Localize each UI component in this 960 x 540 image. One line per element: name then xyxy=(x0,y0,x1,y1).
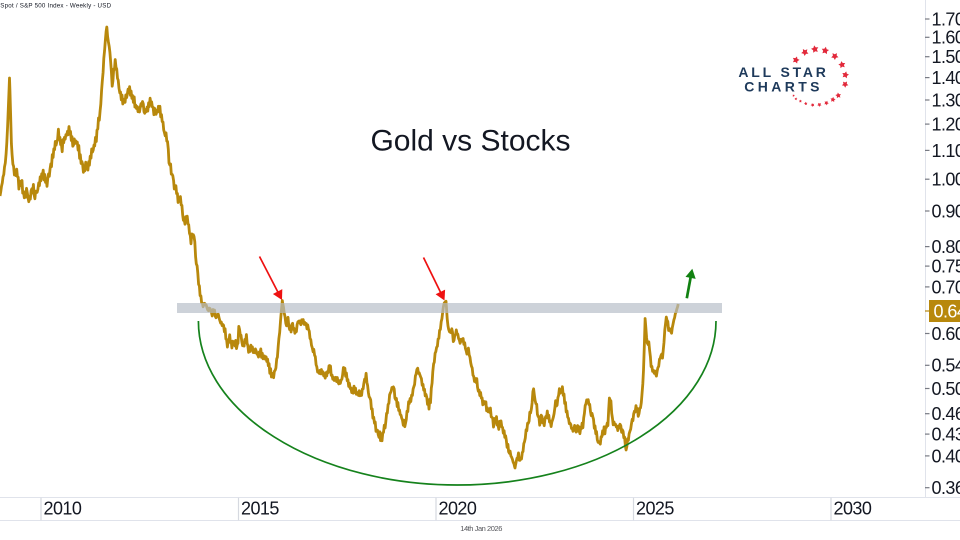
svg-text:1.60: 1.60 xyxy=(932,28,960,48)
svg-text:Spot / S&P 500 Index - Weekly: Spot / S&P 500 Index - Weekly - USD xyxy=(0,3,111,10)
svg-text:2010: 2010 xyxy=(44,499,82,519)
svg-text:0.40: 0.40 xyxy=(932,446,960,466)
svg-text:0.50: 0.50 xyxy=(932,379,960,399)
svg-text:1.20: 1.20 xyxy=(932,115,960,135)
svg-text:2015: 2015 xyxy=(241,499,279,519)
svg-text:2020: 2020 xyxy=(439,499,477,519)
svg-text:1.10: 1.10 xyxy=(932,141,960,161)
svg-text:1.40: 1.40 xyxy=(932,68,960,88)
svg-text:14th Jan 2026: 14th Jan 2026 xyxy=(460,524,502,533)
svg-text:0.64: 0.64 xyxy=(934,302,960,322)
svg-text:0.43: 0.43 xyxy=(932,425,960,445)
svg-text:0.75: 0.75 xyxy=(932,257,960,277)
svg-text:1.70: 1.70 xyxy=(932,9,960,29)
svg-text:CHARTS: CHARTS xyxy=(744,78,823,94)
svg-text:0.80: 0.80 xyxy=(932,237,960,257)
svg-text:1.50: 1.50 xyxy=(932,47,960,67)
svg-text:Gold vs Stocks: Gold vs Stocks xyxy=(370,125,570,158)
svg-text:2025: 2025 xyxy=(636,499,674,519)
svg-text:0.54: 0.54 xyxy=(932,356,960,376)
svg-text:0.36: 0.36 xyxy=(932,478,960,498)
svg-text:0.60: 0.60 xyxy=(932,324,960,344)
svg-text:0.46: 0.46 xyxy=(932,404,960,424)
svg-text:1.00: 1.00 xyxy=(932,170,960,190)
svg-text:0.70: 0.70 xyxy=(932,277,960,297)
svg-text:ALL STAR: ALL STAR xyxy=(738,64,828,80)
svg-text:0.90: 0.90 xyxy=(932,201,960,221)
svg-text:1.30: 1.30 xyxy=(932,90,960,110)
svg-text:2030: 2030 xyxy=(834,499,872,519)
